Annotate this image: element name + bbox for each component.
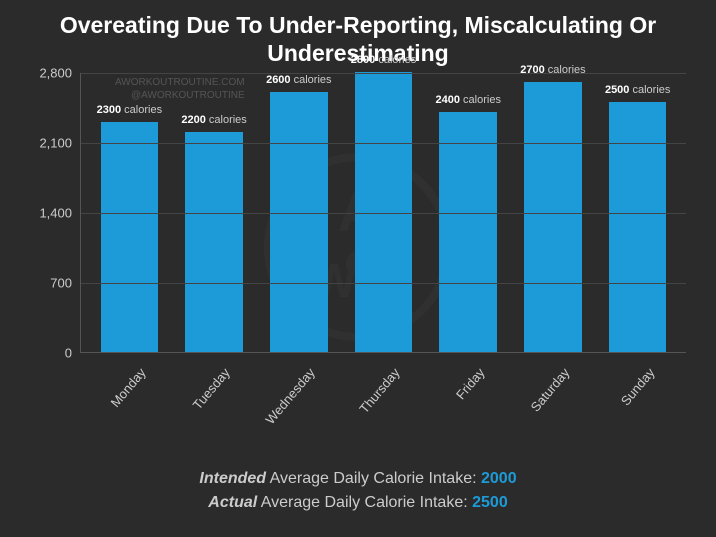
bar-wrap: 2200 calories xyxy=(172,132,257,352)
calories-chart: 07001,4002,1002,800 2300 calories2200 ca… xyxy=(20,73,696,403)
intended-emph: Intended xyxy=(199,470,266,487)
grid-line xyxy=(81,283,686,284)
intended-line: Intended Average Daily Calorie Intake: 2… xyxy=(20,467,696,491)
bar: 2400 calories xyxy=(439,112,497,352)
grid-line xyxy=(81,143,686,144)
bar: 2300 calories xyxy=(101,122,159,352)
bar-value-label: 2400 calories xyxy=(436,94,501,106)
bar-wrap: 2400 calories xyxy=(426,112,511,352)
bar-wrap: 2600 calories xyxy=(256,92,341,352)
bar-value-label: 2200 calories xyxy=(181,114,246,126)
intended-value: 2000 xyxy=(481,470,517,487)
bar-wrap: 2500 calories xyxy=(595,102,680,352)
bar-value-label: 2600 calories xyxy=(266,74,331,86)
bar: 2800 calories xyxy=(355,72,413,352)
bar: 2700 calories xyxy=(524,82,582,352)
grid-line xyxy=(81,213,686,214)
y-tick-label: 700 xyxy=(50,276,72,291)
actual-value: 2500 xyxy=(472,494,508,511)
grid-line xyxy=(81,73,686,74)
bar: 2600 calories xyxy=(270,92,328,352)
bar: 2500 calories xyxy=(609,102,667,352)
bar-wrap: 2700 calories xyxy=(511,82,596,352)
y-tick-label: 0 xyxy=(65,346,72,361)
bar-value-label: 2700 calories xyxy=(520,64,585,76)
actual-emph: Actual xyxy=(208,494,257,511)
bar-value-label: 2800 calories xyxy=(351,54,416,66)
actual-rest: Average Daily Calorie Intake: xyxy=(257,494,472,511)
y-tick-label: 2,800 xyxy=(39,66,72,81)
bar-wrap: 2800 calories xyxy=(341,72,426,352)
actual-line: Actual Average Daily Calorie Intake: 250… xyxy=(20,491,696,515)
y-axis: 07001,4002,1002,800 xyxy=(20,73,80,353)
bar-value-label: 2300 calories xyxy=(97,104,162,116)
y-tick-label: 1,400 xyxy=(39,206,72,221)
bar-wrap: 2300 calories xyxy=(87,122,172,352)
footer-summary: Intended Average Daily Calorie Intake: 2… xyxy=(20,467,696,515)
plot-area: 2300 calories 2200 calories 2600 calories 2… xyxy=(80,73,686,353)
bar: 2200 calories xyxy=(185,132,243,352)
intended-rest: Average Daily Calorie Intake: xyxy=(266,470,481,487)
bar-value-label: 2500 calories xyxy=(605,84,670,96)
y-tick-label: 2,100 xyxy=(39,136,72,151)
